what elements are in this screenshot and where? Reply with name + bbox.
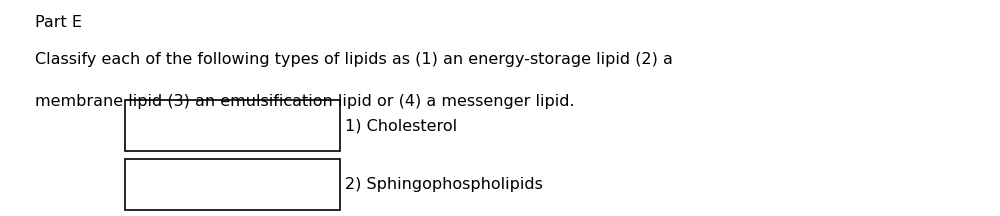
Text: Classify each of the following types of lipids as (1) an energy-storage lipid (2: Classify each of the following types of … — [35, 52, 673, 67]
Bar — [125, 159, 340, 210]
Text: 2) Sphingophospholipids: 2) Sphingophospholipids — [345, 177, 543, 192]
Text: Part E: Part E — [35, 15, 82, 30]
Text: 1) Cholesterol: 1) Cholesterol — [345, 119, 457, 134]
Bar — [125, 100, 340, 151]
Text: membrane lipid (3) an emulsification lipid or (4) a messenger lipid.: membrane lipid (3) an emulsification lip… — [35, 94, 575, 109]
